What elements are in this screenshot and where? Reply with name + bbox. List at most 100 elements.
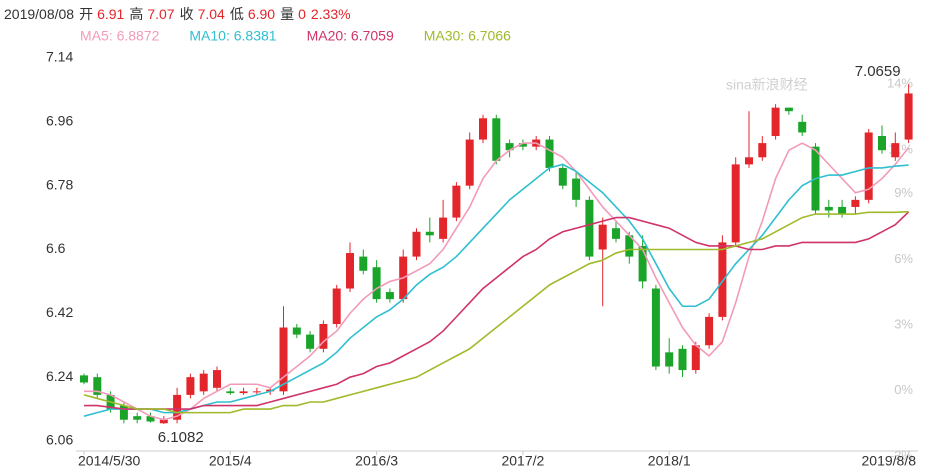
x-tick-label: 2014/5/30 <box>78 453 140 469</box>
candle-body <box>146 416 155 422</box>
legend-entry: MA10: 6.8381 <box>189 28 276 44</box>
candle-body <box>824 206 833 211</box>
candle-body <box>80 375 88 383</box>
candle-body <box>731 164 740 243</box>
header-value: 0 <box>298 6 306 22</box>
y2-tick-label: 6% <box>894 251 913 266</box>
candle-body <box>784 107 793 112</box>
candle-body <box>838 206 847 215</box>
y-tick-label: 6.06 <box>46 432 73 448</box>
y2-tick-label: 9% <box>894 185 913 200</box>
max-label: 7.0659 <box>855 63 901 80</box>
legend-entry: MA20: 6.7059 <box>307 28 394 44</box>
y-tick-label: 6.6 <box>46 240 66 256</box>
x-tick-label: 2017/2 <box>501 453 544 469</box>
candle-body <box>186 377 195 395</box>
candle-body <box>332 288 341 324</box>
ma-line <box>84 211 910 410</box>
candle-body <box>612 228 620 239</box>
candle-body <box>226 391 235 394</box>
candle-body <box>439 217 448 239</box>
ma-line <box>83 210 909 414</box>
x-tick-label: 2015/4 <box>209 453 252 469</box>
candle-body <box>625 235 634 257</box>
x-tick-label: 2016/3 <box>355 453 398 469</box>
min-label: 6.1082 <box>158 429 204 446</box>
x-tick-label: 2018/1 <box>648 453 691 469</box>
candle-body <box>718 242 727 317</box>
header-label: 量 <box>280 6 294 22</box>
candle-body <box>705 316 714 346</box>
candle-body <box>492 118 501 161</box>
candle-body <box>359 256 368 271</box>
candle-body <box>159 419 168 424</box>
header-label: 收 <box>180 6 194 22</box>
candle-body <box>851 199 860 207</box>
candle-body <box>558 167 567 186</box>
header: 2019/08/08 开 6.91 高 7.07 收 7.04 低 6.90 量 0 2.33% <box>4 6 351 22</box>
candle-body <box>651 288 660 367</box>
y-tick-label: 6.42 <box>46 304 73 320</box>
candle-body <box>758 143 767 158</box>
header-date: 2019/08/08 <box>4 6 74 22</box>
candle-body <box>598 224 607 250</box>
watermark: sina新浪财经 <box>726 77 808 93</box>
candle-body <box>319 323 328 349</box>
candle-body <box>864 132 873 200</box>
candle-body <box>518 143 527 147</box>
candle-body <box>665 352 674 367</box>
candle-body <box>545 139 554 168</box>
candle-body <box>479 118 487 140</box>
candle-body <box>452 185 461 218</box>
header-value: 6.90 <box>248 6 275 22</box>
candle-body <box>691 345 700 371</box>
candle-body <box>239 391 248 394</box>
header-value: 7.04 <box>198 6 225 22</box>
candle-body <box>878 136 886 151</box>
candle-body <box>119 405 128 420</box>
candle-body <box>93 377 102 395</box>
ma-line <box>83 163 909 417</box>
x-tick-label: 2019/8/8 <box>862 453 917 469</box>
candle-body <box>292 327 301 335</box>
candle-body <box>412 231 421 257</box>
y-tick-label: 6.24 <box>46 368 73 384</box>
header-label: 低 <box>230 6 244 22</box>
candle-body <box>425 231 434 236</box>
y2-tick-label: 3% <box>894 316 913 331</box>
header-label: 开 <box>79 6 93 22</box>
candle-body <box>306 334 315 349</box>
candle-body <box>678 348 687 371</box>
y-tick-label: 6.78 <box>46 176 73 192</box>
candle-body <box>745 157 753 165</box>
candle-body <box>771 107 780 137</box>
legend-entry: MA30: 6.7066 <box>424 28 511 44</box>
candle-body <box>904 93 913 140</box>
header-value: 6.91 <box>97 6 124 22</box>
candle-body <box>385 292 394 300</box>
candle-body <box>372 267 381 300</box>
candle-body <box>252 391 261 393</box>
y-tick-label: 6.96 <box>46 113 73 129</box>
candle-body <box>133 416 142 420</box>
candle-body <box>173 394 182 420</box>
candle-body <box>572 178 581 200</box>
candle-body <box>213 370 221 388</box>
y2-tick-label: -3% <box>890 448 914 463</box>
candle-body <box>346 253 354 289</box>
ma-line <box>84 142 910 421</box>
legend-entry: MA5: 6.8872 <box>80 28 160 44</box>
candle-body <box>279 327 288 392</box>
y2-tick-label: 0% <box>894 382 913 397</box>
candle-body <box>199 373 208 392</box>
y2-tick-label: 14% <box>887 76 913 91</box>
candle-body <box>505 143 514 151</box>
y-tick-label: 7.14 <box>46 49 73 65</box>
candle-body <box>891 143 900 158</box>
header-change: 2.33% <box>311 6 351 22</box>
candle-body <box>585 199 594 257</box>
header-value: 7.07 <box>147 6 174 22</box>
candle-body <box>465 139 474 186</box>
candle-body <box>798 121 807 133</box>
